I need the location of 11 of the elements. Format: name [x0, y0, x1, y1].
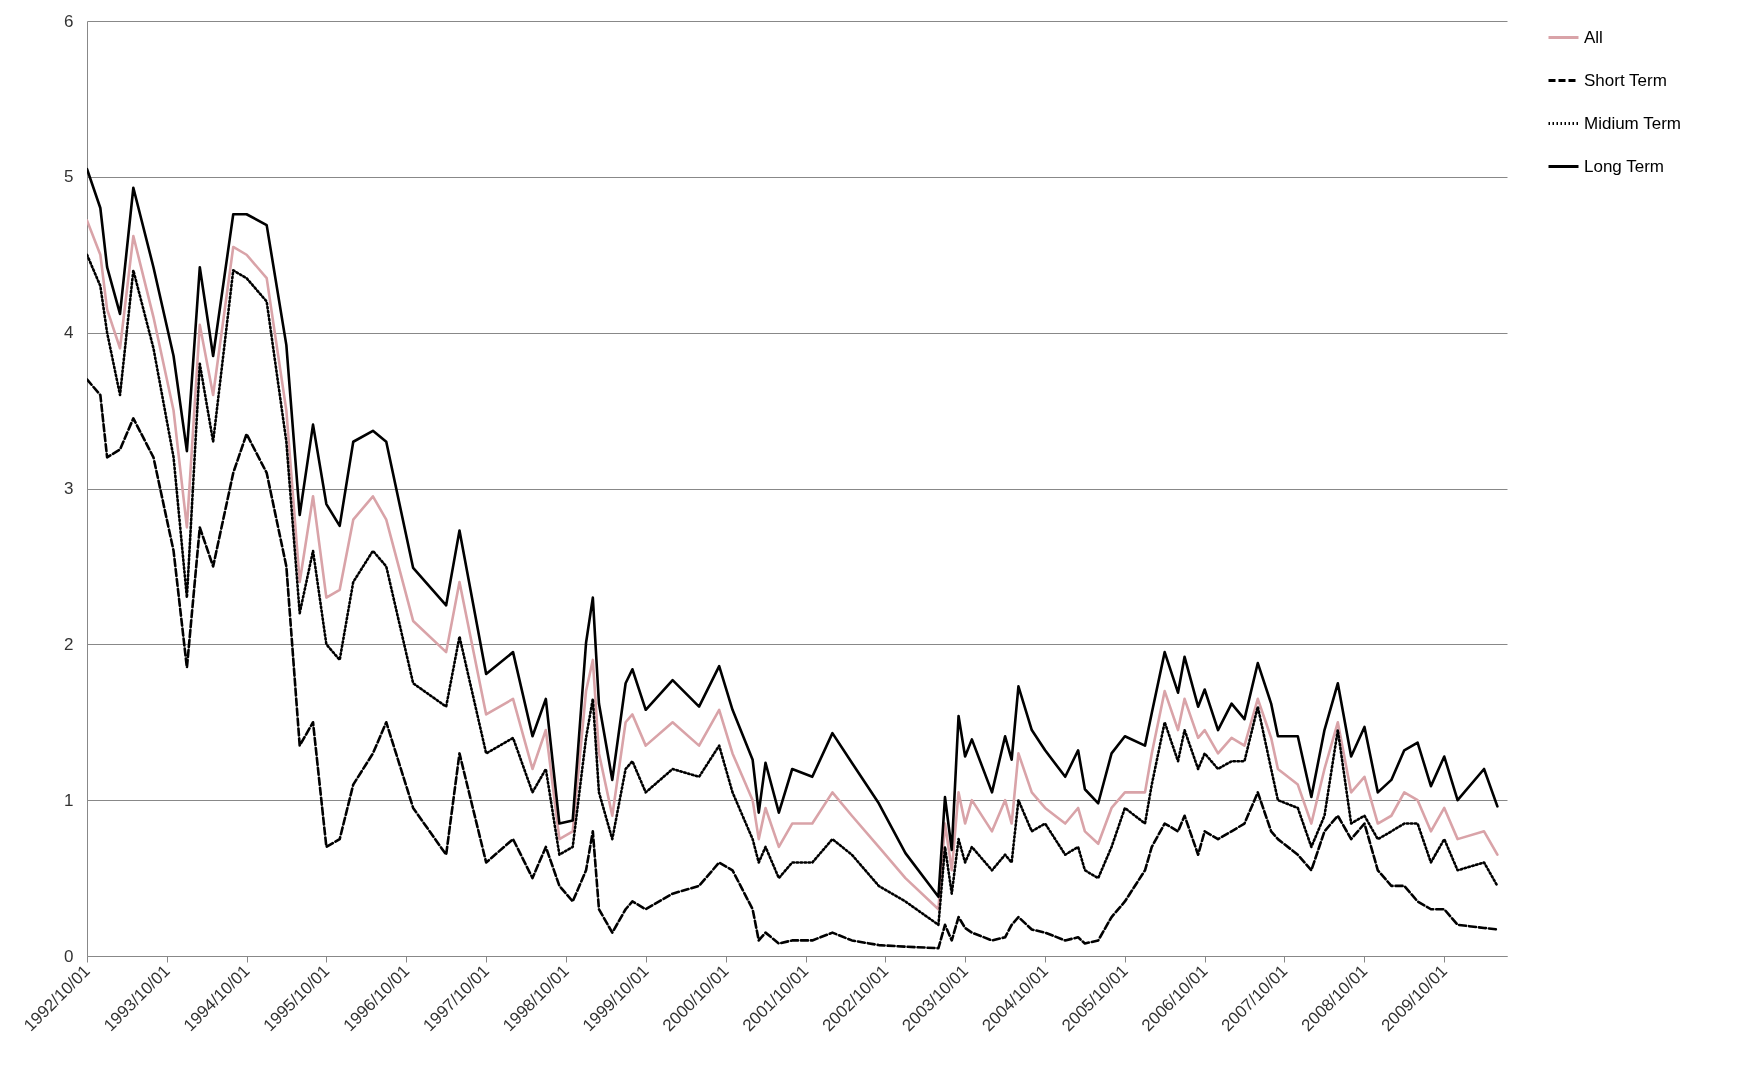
y-tick-label: 4 — [64, 323, 74, 343]
legend-label: Long Term — [1584, 156, 1665, 176]
y-tick-label: 2 — [64, 634, 74, 654]
y-tick-label: 5 — [64, 167, 74, 187]
y-tick-label: 0 — [64, 946, 74, 966]
legend-label: All — [1584, 27, 1603, 47]
y-tick-label: 1 — [64, 790, 74, 810]
legend-label: Midium Term — [1584, 113, 1681, 133]
y-tick-label: 6 — [64, 11, 74, 31]
legend-label: Short Term — [1584, 70, 1667, 90]
y-tick-label: 3 — [64, 479, 74, 498]
